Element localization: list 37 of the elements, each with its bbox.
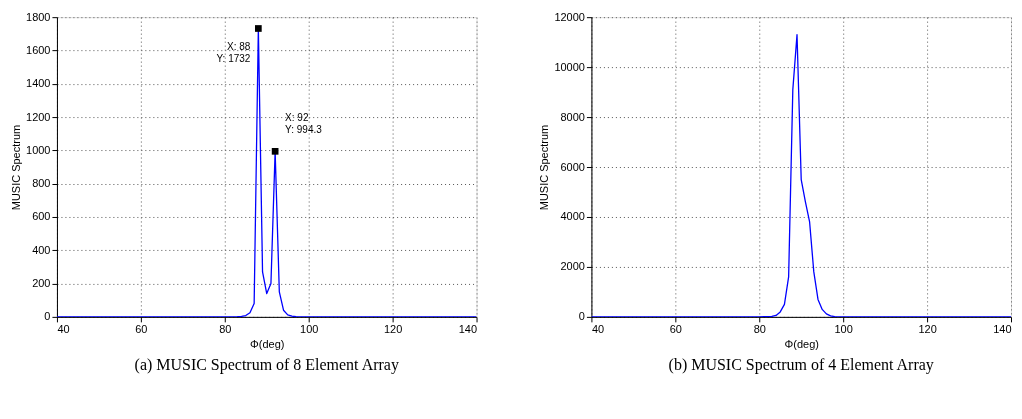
x-tick-label: 80 xyxy=(219,323,232,336)
x-tick-label: 60 xyxy=(669,323,682,336)
x-tick-label: 120 xyxy=(918,323,937,336)
y-axis-title: MUSIC Spectrum xyxy=(538,124,551,211)
y-tick-label: 12000 xyxy=(554,10,585,23)
x-tick-label: 140 xyxy=(458,323,478,336)
y-tick-label: 600 xyxy=(32,210,51,223)
x-axis-title: Φ(deg) xyxy=(784,338,819,351)
y-tick-label: 8000 xyxy=(560,110,585,123)
y-tick-label: 1200 xyxy=(26,110,51,123)
y-tick-label: 1400 xyxy=(26,77,51,90)
y-tick-label: 1000 xyxy=(26,143,51,156)
text: (b) MUSIC Spectrum of 4 Element Array xyxy=(668,355,934,374)
x-tick-label: 60 xyxy=(135,323,148,336)
y-tick-label: 200 xyxy=(32,277,51,290)
x-tick-label: 100 xyxy=(834,323,853,336)
y-tick-label: 1800 xyxy=(26,10,51,23)
y-tick-label: 2000 xyxy=(560,260,585,273)
y-tick-label: 0 xyxy=(578,310,585,323)
x-tick-label: 100 xyxy=(300,323,319,336)
x-tick-label: 80 xyxy=(753,323,766,336)
y-tick-label: 4000 xyxy=(560,210,585,223)
annotation: X: 88 Y: 1732 xyxy=(216,41,251,65)
x-axis-title: Φ(deg) xyxy=(250,338,285,351)
y-tick-label: 10000 xyxy=(554,60,585,73)
y-tick-label: 400 xyxy=(32,243,51,256)
annotation: X: 92 Y: 994.3 xyxy=(285,112,323,136)
y-tick-label: 0 xyxy=(44,310,51,323)
y-tick-label: 6000 xyxy=(560,160,585,173)
y-tick-label: 1600 xyxy=(26,43,51,56)
y-tick-label: 800 xyxy=(32,177,51,190)
x-tick-label: 120 xyxy=(383,323,403,336)
text: (a) MUSIC Spectrum of 8 Element Array xyxy=(134,355,399,374)
x-tick-label: 40 xyxy=(591,323,605,336)
y-axis-title: MUSIC Spectrum xyxy=(10,124,23,211)
x-tick-label: 40 xyxy=(57,323,70,336)
x-tick-label: 140 xyxy=(993,323,1012,336)
